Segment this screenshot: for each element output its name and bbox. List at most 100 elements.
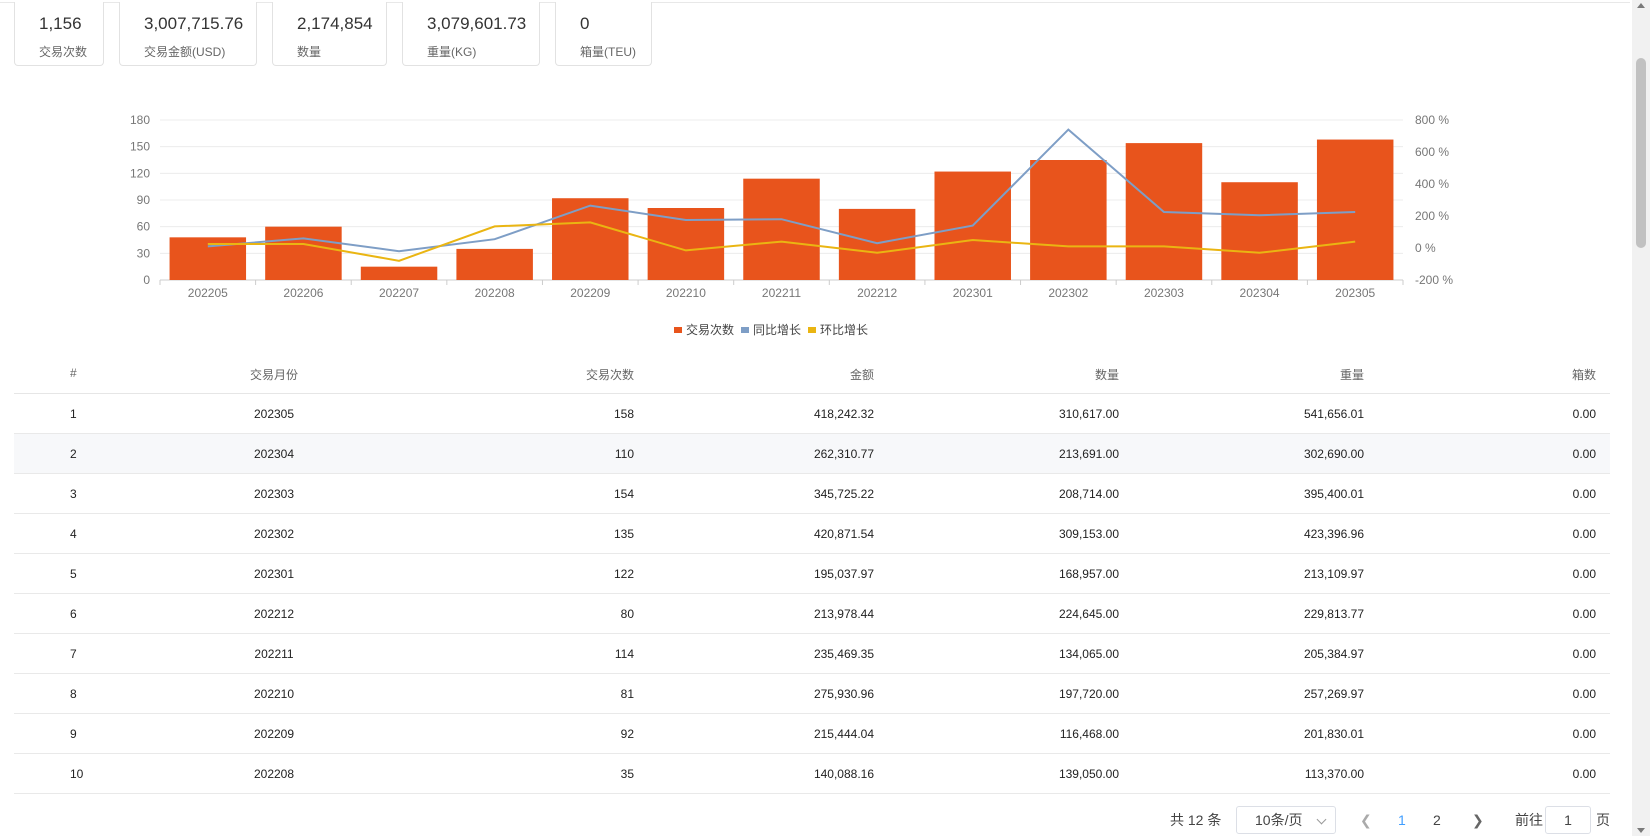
bar-series [169,139,1394,280]
cell-index: 2 [70,446,77,461]
table-row[interactable]: 9 202209 92 215,444.04 116,468.00 201,830.01 0… [14,714,1610,754]
page-scrollbar[interactable] [1632,0,1650,836]
x-tick-label: 202210 [666,286,706,300]
stat-label: 重量(KG) [427,45,477,59]
left-tick-label: 180 [130,113,150,127]
header-teu: 箱数 [1571,368,1596,382]
scroll-thumb[interactable] [1636,58,1646,248]
x-tick-label: 202302 [1048,286,1088,300]
cell-index: 5 [70,566,77,581]
cell-quantity: 197,720.00 [1058,686,1119,701]
left-tick-label: 30 [137,246,151,260]
cell-month: 202303 [253,486,295,501]
header-index: # [70,366,77,380]
chevron-down-icon [1316,814,1327,825]
cell-index: 1 [70,406,77,421]
right-tick-label: 400 % [1415,177,1449,191]
cell-amount: 213,978.44 [813,606,874,621]
cell-index: 9 [70,726,77,741]
stat-card-weight: 3,079,601.73 重量(KG) [402,2,540,66]
cell-count: 135 [613,526,634,541]
line-mom[interactable] [207,221,1356,262]
header-month: 交易月份 [249,368,298,382]
left-axis: 0 30 60 90 120 150 180 [130,113,150,287]
pagination-total: 共 12 条 [1170,812,1222,828]
table-row[interactable]: 2 202304 110 262,310.77 213,691.00 302,690.00… [14,434,1610,474]
monthly-trade-chart: 0 30 60 90 120 150 180 -200 % 0 % 200 % 400 % 600 … [130,113,1453,337]
cell-amount: 215,444.04 [813,726,874,741]
cell-quantity: 139,050.00 [1058,766,1119,781]
bar-202208[interactable] [456,248,533,280]
legend-label: 同比增长 [753,323,801,337]
table-row[interactable]: 3 202303 154 345,725.22 208,714.00 395,400.01… [14,474,1610,514]
cell-teu: 0.00 [1572,686,1596,701]
table-row[interactable]: 5 202301 122 195,037.97 168,957.00 213,109.97… [14,554,1610,594]
cell-month: 202211 [254,646,294,661]
chart-legend: 交易次数 同比增长 环比增长 [674,322,868,337]
stat-card-quantity: 2,174,854 数量 [272,2,387,66]
table-row[interactable]: 6 202212 80 213,978.44 224,645.00 229,813.77 0… [14,594,1610,634]
left-tick-label: 120 [130,166,150,180]
x-tick-label: 202304 [1240,286,1280,300]
stat-label: 数量 [297,45,322,59]
stat-value: 3,079,601.73 [427,14,527,33]
bar-202304[interactable] [1221,182,1298,280]
table-body: 1 202305 158 418,242.32 310,617.00 541,656.01… [14,394,1610,794]
cell-quantity: 168,957.00 [1058,566,1119,581]
x-axis: 202205 202206 202207 202208 202209 202210 2022… [159,280,1404,300]
bar-202206[interactable] [265,226,342,280]
x-tick-label: 202211 [762,286,801,300]
legend-item[interactable]: 同比增长 [741,323,801,337]
page-1-button[interactable]: 1 [1398,812,1406,828]
left-tick-label: 90 [137,193,151,207]
bar-202211[interactable] [743,178,820,280]
cell-month: 202209 [253,726,295,741]
cell-amount: 140,088.16 [813,766,874,781]
bar-202305[interactable] [1316,139,1394,280]
right-axis: -200 % 0 % 200 % 400 % 600 % 800 % [1415,113,1453,287]
bar-202302[interactable] [1030,160,1107,280]
page-2-button[interactable]: 2 [1433,812,1441,828]
table-row[interactable]: 7 202211 114 235,469.35 134,065.00 205,384.97… [14,634,1610,674]
legend-item[interactable]: 环比增长 [808,323,868,337]
cell-quantity: 309,153.00 [1058,526,1119,541]
cell-month: 202302 [253,526,295,541]
cell-weight: 257,269.97 [1303,686,1364,701]
cell-teu: 0.00 [1572,566,1596,581]
cell-quantity: 208,714.00 [1058,486,1119,501]
cell-index: 7 [70,646,77,661]
left-tick-label: 60 [137,220,151,234]
chevron-right-icon[interactable]: ❯ [1472,811,1484,828]
table-row[interactable]: 10 202208 35 140,088.16 139,050.00 113,370.00… [14,754,1610,794]
cell-amount: 418,242.32 [813,406,874,421]
line-yoy[interactable] [207,128,1356,253]
cell-weight: 395,400.01 [1303,486,1364,501]
table-row[interactable]: 4 202302 135 420,871.54 309,153.00 423,396.96… [14,514,1610,554]
bar-202209[interactable] [552,198,629,280]
header-amount: 金额 [849,368,874,382]
cell-teu: 0.00 [1572,766,1596,781]
legend-item[interactable]: 交易次数 [674,322,734,337]
stat-value: 0 [580,14,590,33]
right-tick-label: -200 % [1415,273,1453,287]
cell-teu: 0.00 [1572,606,1596,621]
bar-202212[interactable] [838,208,916,280]
table-header: # 交易月份 交易次数 金额 数量 重量 箱数 [14,355,1610,394]
cell-count: 122 [613,566,634,581]
scroll-down-arrow-icon[interactable] [1637,828,1645,833]
page-size-select[interactable]: 10条/页 [1236,806,1336,834]
table-row[interactable]: 8 202210 81 275,930.96 197,720.00 257,269.97 0… [14,674,1610,714]
cell-count: 114 [614,646,634,661]
cell-quantity: 224,645.00 [1058,606,1119,621]
cell-teu: 0.00 [1572,646,1596,661]
stat-value: 3,007,715.76 [144,14,244,33]
cell-month: 202304 [253,446,295,461]
cell-count: 81 [620,686,634,701]
bar-202207[interactable] [360,266,438,280]
chevron-left-icon[interactable]: ❮ [1360,811,1372,828]
cell-count: 80 [620,606,634,621]
x-tick-label: 202205 [188,286,228,300]
table-row[interactable]: 1 202305 158 418,242.32 310,617.00 541,656.01… [14,394,1610,434]
goto-page-input[interactable]: 1 [1545,806,1591,834]
scroll-up-arrow-icon[interactable] [1637,3,1645,8]
